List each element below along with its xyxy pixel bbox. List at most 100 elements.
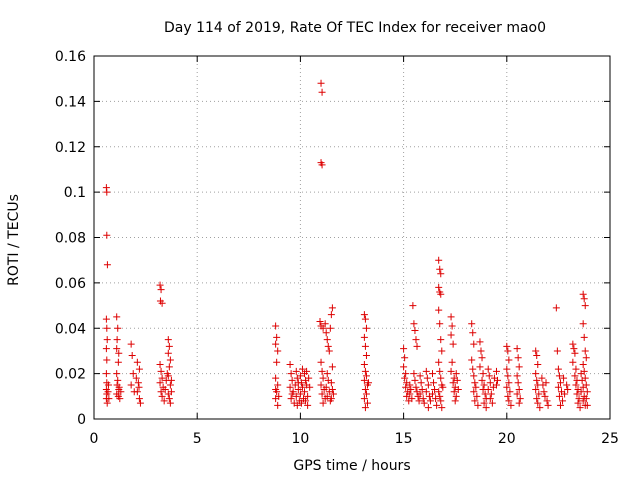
data-point [287, 370, 295, 378]
data-point [164, 349, 172, 357]
data-point [103, 188, 111, 196]
data-point [505, 397, 513, 405]
data-point [298, 383, 306, 391]
data-point [128, 351, 136, 359]
data-point [481, 390, 489, 398]
data-point [167, 376, 175, 384]
data-point [437, 374, 445, 382]
x-tick-label: 20 [498, 431, 516, 447]
data-point [360, 361, 368, 369]
data-point [321, 320, 329, 328]
data-point [583, 388, 591, 396]
data-point [544, 401, 552, 409]
data-point [583, 401, 591, 409]
data-point [471, 379, 479, 387]
y-tick-label: 0.04 [55, 321, 86, 337]
data-point [515, 386, 523, 394]
data-point [582, 395, 590, 403]
data-point [447, 331, 455, 339]
data-point [408, 395, 416, 403]
data-point [428, 370, 436, 378]
data-point [447, 313, 455, 321]
data-point [436, 367, 444, 375]
data-point [428, 390, 436, 398]
data-point [273, 333, 281, 341]
data-point [503, 365, 511, 373]
data-point [165, 342, 173, 350]
data-point [554, 365, 562, 373]
data-point [418, 386, 426, 394]
data-point [433, 401, 441, 409]
data-point [563, 381, 571, 389]
data-point [156, 379, 164, 387]
data-point [556, 401, 564, 409]
data-point [327, 311, 335, 319]
data-point [323, 392, 331, 400]
data-point [468, 356, 476, 364]
data-point [117, 388, 125, 396]
data-point [136, 399, 144, 407]
x-axis-ticks: 0 5 10 15 20 25 [90, 56, 619, 447]
data-point [327, 395, 335, 403]
data-point [435, 283, 443, 291]
chart-title: Day 114 of 2019, Rate Of TEC Index for r… [164, 20, 546, 36]
data-point [448, 322, 456, 330]
data-point [286, 383, 294, 391]
data-point [410, 370, 418, 378]
data-point [304, 401, 312, 409]
data-point [419, 395, 427, 403]
data-point [484, 365, 492, 373]
data-point [532, 370, 540, 378]
data-point [579, 361, 587, 369]
data-point [556, 379, 564, 387]
data-point [582, 381, 590, 389]
data-point [504, 347, 512, 355]
data-point [272, 386, 280, 394]
data-point [294, 379, 302, 387]
data-point [361, 386, 369, 394]
data-point [293, 401, 301, 409]
data-point [113, 313, 121, 321]
data-point [435, 306, 443, 314]
data-point [422, 367, 430, 375]
data-point [581, 374, 589, 382]
data-point [533, 376, 541, 384]
data-point [105, 395, 113, 403]
data-point [400, 363, 408, 371]
data-point [513, 372, 521, 380]
data-point [322, 383, 330, 391]
data-point [476, 363, 484, 371]
y-tick-label: 0 [77, 412, 86, 428]
data-point [127, 340, 135, 348]
data-point [165, 363, 173, 371]
data-point [514, 379, 522, 387]
data-point [439, 383, 447, 391]
data-point [407, 386, 415, 394]
data-point [317, 358, 325, 366]
data-point [482, 404, 490, 412]
data-point [555, 392, 563, 400]
data-point [515, 363, 523, 371]
data-point [360, 333, 368, 341]
data-point [579, 290, 587, 298]
data-point [362, 324, 370, 332]
data-point [317, 381, 325, 389]
data-point [426, 397, 434, 405]
data-point [534, 399, 542, 407]
data-point [580, 295, 588, 303]
data-point [326, 324, 334, 332]
data-point [448, 358, 456, 366]
data-point [274, 401, 282, 409]
data-point [114, 358, 122, 366]
data-point [505, 356, 513, 364]
data-point [451, 397, 459, 405]
data-point [165, 395, 173, 403]
data-point [561, 390, 569, 398]
data-point [360, 376, 368, 384]
data-point [132, 374, 140, 382]
data-point [486, 395, 494, 403]
data-point [292, 392, 300, 400]
data-point [158, 392, 166, 400]
data-point [127, 381, 135, 389]
data-point [492, 367, 500, 375]
